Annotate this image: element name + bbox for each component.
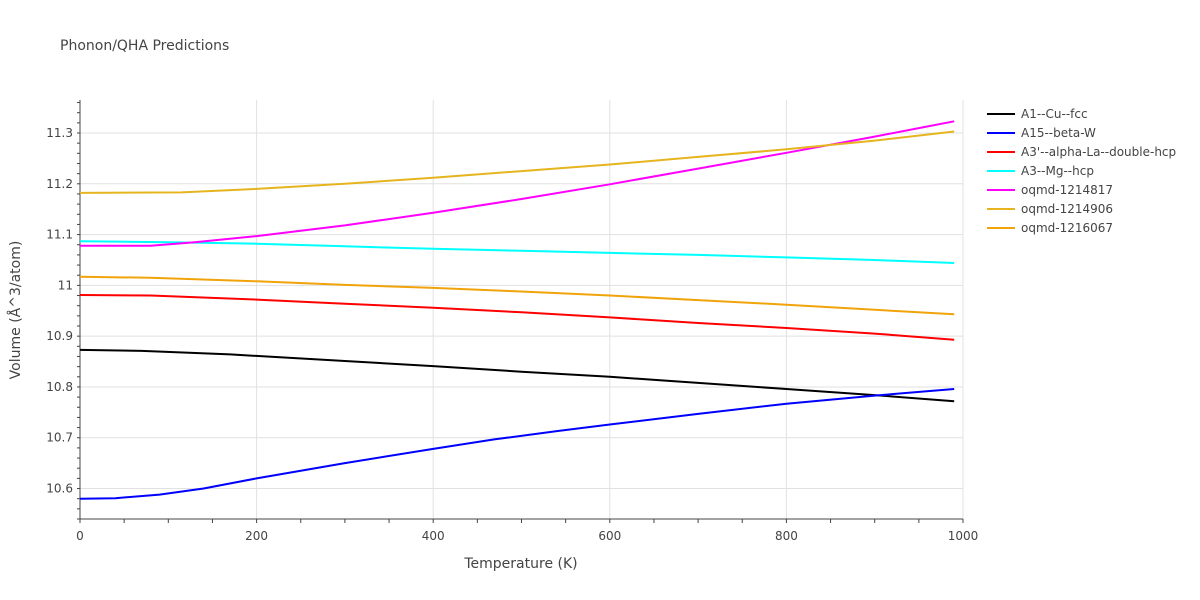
legend-label: A3--Mg--hcp — [1021, 164, 1094, 178]
y-tick-label: 10.6 — [46, 482, 73, 496]
legend-label: A15--beta-W — [1021, 126, 1096, 140]
y-tick-label: 11 — [58, 278, 73, 292]
series-line-a3-alpha-la-double-hcp — [79, 294, 955, 341]
y-tick-label: 10.7 — [46, 431, 73, 445]
y-axis-title: Volume (Å^3/atom) — [7, 241, 24, 380]
y-tick-label: 11.3 — [46, 126, 73, 140]
series-line-oqmd-1214906 — [79, 130, 955, 194]
legend-item-oqmd-1216067[interactable]: oqmd-1216067 — [987, 221, 1113, 235]
legend-item-oqmd-1214817[interactable]: oqmd-1214817 — [987, 183, 1113, 197]
gridlines — [80, 100, 964, 519]
legend-label: oqmd-1214817 — [1021, 183, 1113, 197]
series-line-a3-mg-hcp — [79, 240, 955, 264]
legend[interactable]: A1--Cu--fcc A15--beta-W A3'--alpha-La--dou… — [987, 107, 1176, 235]
series-line-oqmd-1214817 — [80, 120, 955, 247]
series-line-a15-beta-w — [79, 388, 955, 500]
y-tick-label: 10.9 — [46, 329, 73, 343]
legend-label: A3'--alpha-La--double-hcp — [1021, 145, 1176, 159]
y-tick-label: 11.2 — [46, 177, 73, 191]
legend-label: A1--Cu--fcc — [1021, 107, 1088, 121]
legend-item-a3-alpha-la-double-hcp[interactable]: A3'--alpha-La--double-hcp — [987, 145, 1176, 159]
axes: 0 200 400 600 800 1000 10.6 10.7 10.8 10.9 11 11.1 1… — [46, 100, 978, 543]
x-tick-label: 1000 — [948, 529, 979, 543]
x-tick-label: 800 — [775, 529, 798, 543]
x-tick-label: 400 — [422, 529, 445, 543]
series-line-a1-cu-fcc — [79, 348, 955, 403]
series-lines — [79, 120, 955, 500]
x-axis-title: Temperature (K) — [463, 556, 577, 572]
legend-item-oqmd-1214906[interactable]: oqmd-1214906 — [987, 202, 1113, 216]
y-tick-label: 11.1 — [46, 228, 73, 242]
x-tick-label: 0 — [76, 529, 84, 543]
chart-title: Phonon/QHA Predictions — [60, 38, 229, 54]
x-tick-label: 600 — [598, 529, 621, 543]
legend-label: oqmd-1214906 — [1021, 202, 1113, 216]
x-tick-label: 200 — [245, 529, 268, 543]
legend-item-a1-cu-fcc[interactable]: A1--Cu--fcc — [987, 107, 1088, 121]
series-line-oqmd-1216067 — [79, 275, 955, 316]
legend-item-a3-mg-hcp[interactable]: A3--Mg--hcp — [987, 164, 1094, 178]
legend-label: oqmd-1216067 — [1021, 221, 1113, 235]
y-tick-label: 10.8 — [46, 380, 73, 394]
legend-item-a15-beta-w[interactable]: A15--beta-W — [987, 126, 1096, 140]
